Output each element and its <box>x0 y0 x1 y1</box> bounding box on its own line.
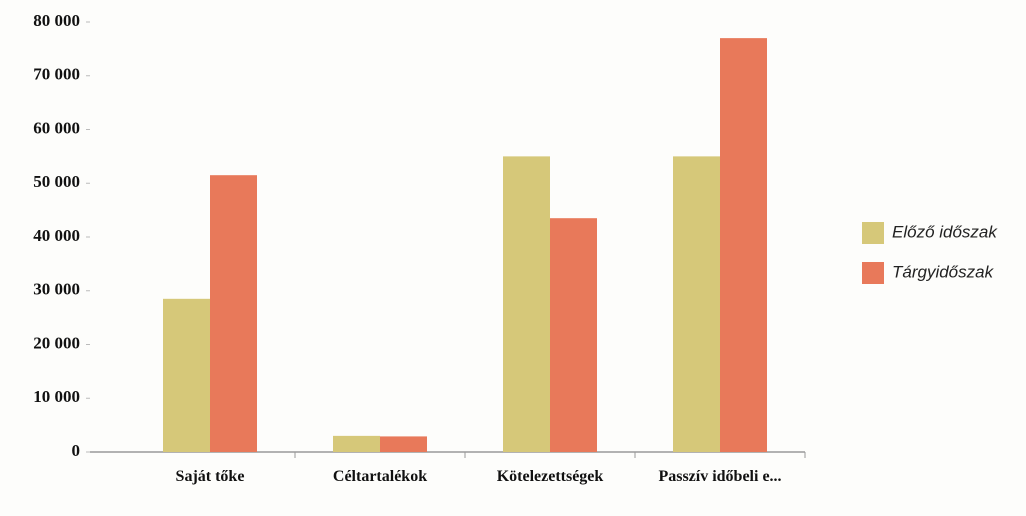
x-tick-label: Passzív időbeli e... <box>658 468 782 485</box>
legend-swatch <box>862 222 884 244</box>
y-tick-label: 40 000 <box>33 226 80 245</box>
bar <box>720 38 767 452</box>
y-tick-label: 50 000 <box>33 172 80 191</box>
bar <box>163 298 210 452</box>
bar <box>333 435 380 452</box>
bar <box>210 175 257 452</box>
bar <box>550 218 597 452</box>
y-tick-label: 60 000 <box>33 118 80 137</box>
x-tick-label: Saját tőke <box>175 468 245 485</box>
bar <box>673 156 720 452</box>
y-tick-label: 70 000 <box>33 65 80 84</box>
bar <box>380 436 427 452</box>
y-tick-label: 80 000 <box>33 11 80 30</box>
y-tick-label: 10 000 <box>33 387 80 406</box>
y-tick-label: 20 000 <box>33 333 80 352</box>
legend-swatch <box>862 262 884 284</box>
bar <box>503 156 550 452</box>
legend-label: Előző időszak <box>892 222 998 241</box>
x-tick-label: Céltartalékok <box>332 468 428 485</box>
x-tick-label: Kötelezettségek <box>496 468 604 485</box>
y-tick-label: 0 <box>72 441 81 460</box>
y-tick-label: 30 000 <box>33 280 80 299</box>
legend-label: Tárgyidőszak <box>892 262 995 281</box>
